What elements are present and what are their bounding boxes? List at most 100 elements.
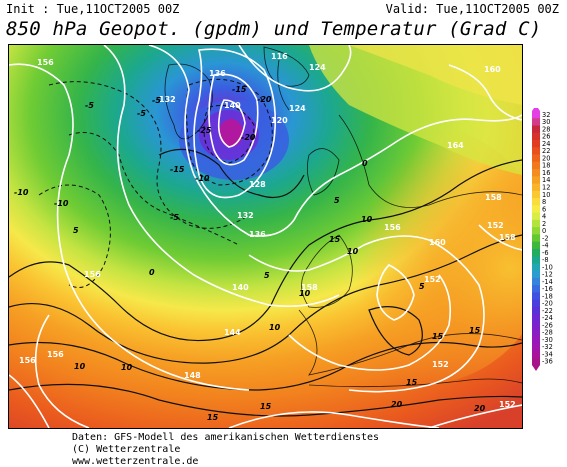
temperature-label: -10 xyxy=(14,188,29,197)
geopotential-label: 140 xyxy=(224,101,241,110)
colorbar-swatch xyxy=(532,248,540,257)
colorbar-swatch xyxy=(532,343,540,351)
colorbar-swatch xyxy=(532,263,540,272)
colorbar-swatch xyxy=(532,270,540,279)
colorbar-tick-label: 14 xyxy=(542,176,550,184)
colorbar-tick-label: -2 xyxy=(542,234,549,242)
geopotential-label: 160 xyxy=(429,238,446,247)
temperature-label: -20 xyxy=(241,133,256,142)
weather-map: 1561361321161241401601201641241281321581… xyxy=(8,44,523,429)
colorbar-swatch xyxy=(532,256,540,264)
colorbar-swatch xyxy=(532,205,540,213)
temperature-label: 15 xyxy=(406,378,418,387)
colorbar-swatch xyxy=(532,357,540,366)
temperature-label: -5 xyxy=(137,109,146,118)
temperature-label: 10 xyxy=(361,215,373,224)
colorbar-tick-label: 32 xyxy=(542,111,550,119)
colorbar-swatch xyxy=(532,241,540,250)
colorbar-tick-label: -24 xyxy=(542,314,553,322)
colorbar-tick-label: -16 xyxy=(542,285,553,293)
colorbar-swatch xyxy=(532,169,540,177)
geopotential-label: 152 xyxy=(499,400,516,409)
colorbar-tick-label: 16 xyxy=(542,169,550,177)
temperature-label: -5 xyxy=(170,213,179,222)
geopotential-label: 136 xyxy=(209,69,226,78)
temperature-label: -20 xyxy=(257,95,272,104)
colorbar-tick-label: 12 xyxy=(542,184,550,192)
init-time: Init : Tue,11OCT2005 00Z xyxy=(6,2,180,16)
colorbar-swatch xyxy=(532,321,540,330)
geopotential-label: 156 xyxy=(47,350,64,359)
temperature-label: -10 xyxy=(195,174,210,183)
temperature-colorbar: 32302826242220181614121086420-2-4-6-8-10… xyxy=(532,108,553,371)
geopotential-label: 152 xyxy=(487,221,504,230)
colorbar-tick-label: 2 xyxy=(542,220,546,228)
map-title: 850 hPa Geopot. (gpdm) und Temperatur (G… xyxy=(6,18,542,40)
colorbar-swatch xyxy=(532,335,540,344)
temperature-label: 15 xyxy=(207,413,219,422)
temperature-label: -25 xyxy=(197,126,212,135)
temperature-label: -15 xyxy=(232,85,247,94)
colorbar-tick-label: 24 xyxy=(542,140,550,148)
geopotential-label: 156 xyxy=(384,223,401,232)
geopotential-label: 164 xyxy=(447,141,464,150)
geopotential-label: 156 xyxy=(19,356,36,365)
geopotential-label: 148 xyxy=(184,371,201,380)
temperature-label: 10 xyxy=(299,289,311,298)
colorbar-swatch xyxy=(532,176,540,184)
temperature-label: -10 xyxy=(54,199,69,208)
colorbar-tick-label: -4 xyxy=(542,242,549,250)
colorbar-tick-label: -32 xyxy=(542,343,553,351)
colorbar-tick-label: -26 xyxy=(542,321,553,329)
temperature-label: -15 xyxy=(170,165,185,174)
colorbar-tick-label: -28 xyxy=(542,329,553,337)
geopotential-label: 140 xyxy=(232,283,249,292)
colorbar-swatch xyxy=(532,212,540,221)
temperature-label: 15 xyxy=(260,402,272,411)
colorbar-tick-label: -8 xyxy=(542,256,549,264)
temperature-label: 10 xyxy=(269,323,281,332)
colorbar-top-arrow xyxy=(532,108,540,111)
colorbar-tick-label: 28 xyxy=(542,125,550,133)
colorbar-swatch xyxy=(532,219,540,228)
temperature-label: 5 xyxy=(264,271,270,280)
colorbar-swatch xyxy=(532,140,540,148)
temperature-label: 20 xyxy=(474,404,486,413)
temperature-label: 5 xyxy=(419,282,425,291)
geopotential-label: 120 xyxy=(271,116,288,125)
geopotential-label: 136 xyxy=(249,230,266,239)
colorbar-tick-label: 18 xyxy=(542,162,550,170)
footer-website[interactable]: www.wetterzentrale.de xyxy=(72,456,199,467)
colorbar-swatch xyxy=(532,198,540,206)
colorbar-swatch xyxy=(532,350,540,359)
temperature-label: 0 xyxy=(149,268,155,277)
colorbar-tick-label: 4 xyxy=(542,213,546,221)
colorbar-tick-label: 6 xyxy=(542,205,546,213)
colorbar-swatch xyxy=(532,147,540,155)
temperature-label: 15 xyxy=(432,332,444,341)
colorbar-tick-label: -20 xyxy=(542,300,553,308)
colorbar-swatch xyxy=(532,161,540,170)
colorbar-tick-label: -6 xyxy=(542,249,549,257)
colorbar-tick-label: -30 xyxy=(542,336,553,344)
colorbar-tick-label: -36 xyxy=(542,358,553,366)
temperature-label: 10 xyxy=(121,363,133,372)
colorbar-swatch xyxy=(532,292,540,301)
temperature-label: -5 xyxy=(152,96,161,105)
colorbar-swatch xyxy=(532,154,540,163)
colorbar-swatch xyxy=(532,183,540,192)
temperature-label: -5 xyxy=(85,101,94,110)
colorbar-swatch xyxy=(532,314,540,322)
temperature-label: 0 xyxy=(362,159,368,168)
colorbar-swatch xyxy=(532,328,540,337)
colorbar-tick-label: -22 xyxy=(542,307,553,315)
valid-time: Valid: Tue,11OCT2005 00Z xyxy=(385,2,559,16)
colorbar-tick-label: -18 xyxy=(542,292,553,300)
temperature-label: 10 xyxy=(347,247,359,256)
colorbar-swatch xyxy=(532,111,540,119)
geopotential-label: 128 xyxy=(249,180,266,189)
geopotential-label: 124 xyxy=(289,104,306,113)
geopotential-label: 116 xyxy=(271,52,288,61)
colorbar-swatch xyxy=(532,299,540,308)
colorbar-swatch xyxy=(532,118,540,126)
